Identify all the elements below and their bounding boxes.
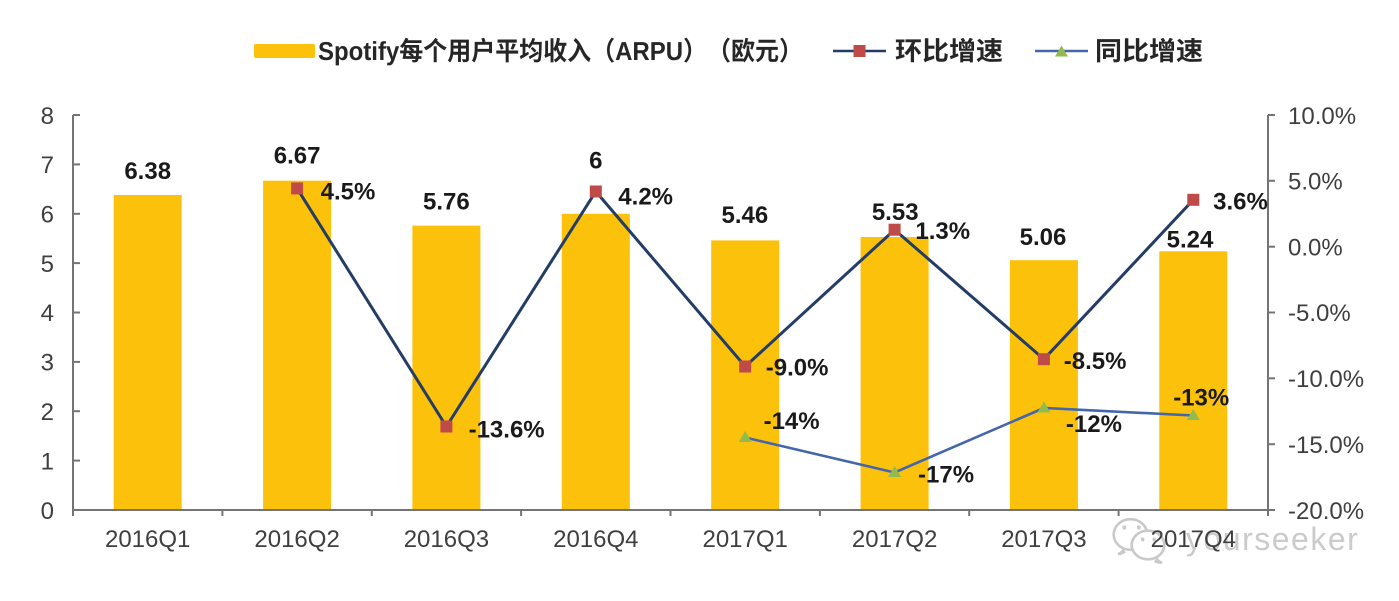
svg-text:2: 2 [41,399,54,426]
svg-text:-13.6%: -13.6% [469,416,545,443]
svg-text:6.67: 6.67 [274,142,321,169]
svg-text:2016Q2: 2016Q2 [254,526,339,553]
svg-text:5: 5 [41,251,54,278]
svg-text:2016Q1: 2016Q1 [105,526,190,553]
svg-text:7: 7 [41,152,54,179]
svg-text:5.06: 5.06 [1020,224,1067,251]
svg-text:8: 8 [41,103,54,130]
svg-text:yourseeker: yourseeker [1186,521,1359,557]
svg-text:-9.0%: -9.0% [766,354,829,381]
svg-text:-13%: -13% [1173,384,1229,411]
svg-text:-10.0%: -10.0% [1288,366,1364,393]
svg-text:4: 4 [41,300,54,327]
svg-text:2017Q2: 2017Q2 [852,526,937,553]
svg-text:0.0%: 0.0% [1288,234,1343,261]
svg-text:-20.0%: -20.0% [1288,498,1364,525]
svg-text:-8.5%: -8.5% [1064,348,1127,375]
svg-text:6.38: 6.38 [124,158,171,185]
svg-text:-15.0%: -15.0% [1288,432,1364,459]
svg-text:1: 1 [41,448,54,475]
svg-text:1.3%: 1.3% [915,218,970,245]
svg-text:5.24: 5.24 [1167,226,1214,253]
svg-text:-14%: -14% [764,408,820,435]
svg-text:2017Q1: 2017Q1 [702,526,787,553]
svg-text:6: 6 [589,147,602,174]
svg-text:-17%: -17% [918,461,974,488]
svg-text:-12%: -12% [1066,411,1122,438]
svg-text:3.6%: 3.6% [1213,188,1268,215]
svg-text:4.5%: 4.5% [321,179,376,206]
svg-text:5.46: 5.46 [722,202,769,229]
svg-text:4.2%: 4.2% [618,184,673,211]
svg-text:2016Q4: 2016Q4 [553,526,638,553]
svg-text:5.0%: 5.0% [1288,169,1343,196]
svg-text:5.53: 5.53 [872,199,919,226]
svg-text:3: 3 [41,350,54,377]
svg-text:6: 6 [41,202,54,229]
svg-text:0: 0 [41,498,54,525]
svg-text:-5.0%: -5.0% [1288,300,1351,327]
svg-text:2017Q3: 2017Q3 [1001,526,1086,553]
svg-text:5.76: 5.76 [423,188,470,215]
svg-text:2017Q4: 2017Q4 [1151,526,1236,553]
svg-text:10.0%: 10.0% [1288,103,1356,130]
svg-text:2016Q3: 2016Q3 [404,526,489,553]
